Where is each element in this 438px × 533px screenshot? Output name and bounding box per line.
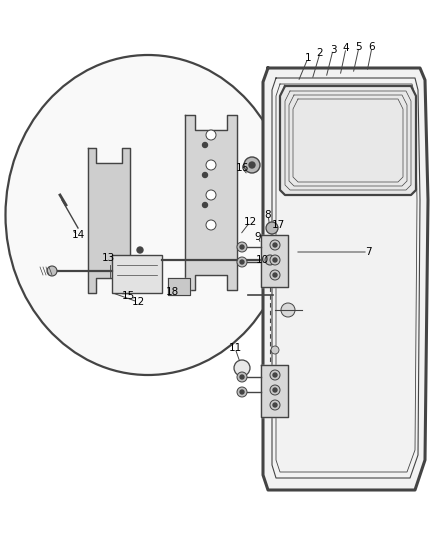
- Circle shape: [202, 142, 208, 148]
- Circle shape: [206, 190, 216, 200]
- Polygon shape: [261, 235, 288, 287]
- Polygon shape: [261, 365, 288, 417]
- Circle shape: [240, 375, 244, 379]
- Circle shape: [266, 222, 278, 234]
- Text: 7: 7: [365, 247, 371, 257]
- Circle shape: [206, 160, 216, 170]
- Text: 14: 14: [71, 230, 85, 240]
- Text: 5: 5: [356, 42, 362, 52]
- Circle shape: [270, 240, 280, 250]
- Circle shape: [270, 270, 280, 280]
- Circle shape: [206, 220, 216, 230]
- Circle shape: [237, 242, 247, 252]
- Circle shape: [206, 130, 216, 140]
- Circle shape: [202, 173, 208, 177]
- Polygon shape: [185, 115, 237, 290]
- Circle shape: [271, 346, 279, 354]
- Circle shape: [234, 360, 250, 376]
- Circle shape: [270, 385, 280, 395]
- Text: 18: 18: [166, 287, 179, 297]
- Circle shape: [237, 372, 247, 382]
- Text: 16: 16: [235, 163, 249, 173]
- Circle shape: [237, 387, 247, 397]
- Circle shape: [249, 162, 255, 168]
- Polygon shape: [88, 148, 130, 293]
- Circle shape: [273, 373, 277, 377]
- Circle shape: [273, 243, 277, 247]
- Circle shape: [270, 255, 280, 265]
- Text: 4: 4: [343, 43, 350, 53]
- Text: 12: 12: [244, 217, 257, 227]
- Circle shape: [240, 260, 244, 264]
- Circle shape: [281, 303, 295, 317]
- Circle shape: [244, 157, 260, 173]
- Circle shape: [273, 273, 277, 277]
- Text: 2: 2: [317, 48, 323, 58]
- Circle shape: [270, 370, 280, 380]
- Circle shape: [265, 255, 275, 265]
- Circle shape: [240, 390, 244, 394]
- Circle shape: [137, 247, 143, 253]
- Circle shape: [47, 266, 57, 276]
- Text: 9: 9: [254, 232, 261, 242]
- FancyBboxPatch shape: [112, 255, 162, 293]
- Text: 11: 11: [228, 343, 242, 353]
- Circle shape: [237, 257, 247, 267]
- Text: 8: 8: [265, 210, 271, 220]
- Text: 13: 13: [101, 253, 115, 263]
- Text: 6: 6: [369, 42, 375, 52]
- Text: 15: 15: [121, 291, 134, 301]
- Circle shape: [273, 258, 277, 262]
- Text: 10: 10: [255, 255, 268, 265]
- Circle shape: [240, 245, 244, 249]
- Polygon shape: [263, 68, 428, 490]
- Text: 17: 17: [272, 220, 285, 230]
- Circle shape: [270, 400, 280, 410]
- Circle shape: [273, 388, 277, 392]
- Text: 3: 3: [330, 45, 336, 55]
- Circle shape: [273, 403, 277, 407]
- Ellipse shape: [6, 55, 290, 375]
- Circle shape: [202, 203, 208, 207]
- Polygon shape: [280, 86, 416, 195]
- Polygon shape: [168, 278, 190, 295]
- Text: 1: 1: [305, 53, 311, 63]
- Text: 12: 12: [131, 297, 145, 307]
